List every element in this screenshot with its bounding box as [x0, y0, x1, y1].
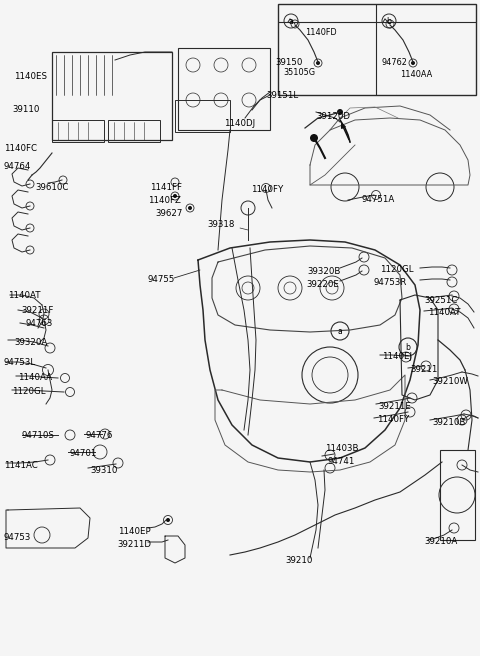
- Circle shape: [173, 194, 177, 198]
- Circle shape: [188, 206, 192, 210]
- Text: a: a: [337, 327, 342, 335]
- Text: 39211D: 39211D: [117, 540, 151, 549]
- Text: 39627: 39627: [155, 209, 182, 218]
- Text: 1140AT: 1140AT: [8, 291, 40, 300]
- Bar: [175, 100, 230, 132]
- Text: 35105G: 35105G: [283, 68, 315, 77]
- Text: 94753: 94753: [4, 533, 31, 542]
- Text: 39210: 39210: [285, 556, 312, 565]
- Text: 94751A: 94751A: [362, 195, 395, 204]
- Text: 1140EP: 1140EP: [118, 527, 151, 536]
- Text: 39211F: 39211F: [21, 306, 53, 315]
- Text: 39150: 39150: [275, 58, 302, 67]
- Text: 39310: 39310: [90, 466, 118, 475]
- Text: 39211: 39211: [410, 365, 437, 374]
- Text: 1140DJ: 1140DJ: [224, 119, 255, 128]
- Text: 39220E: 39220E: [306, 280, 339, 289]
- Circle shape: [166, 518, 170, 522]
- Text: 1140FY: 1140FY: [377, 415, 409, 424]
- Text: b: b: [406, 342, 410, 352]
- Circle shape: [337, 109, 343, 115]
- Text: 94701: 94701: [70, 449, 97, 458]
- Text: 94755: 94755: [148, 275, 175, 284]
- Text: 1140FC: 1140FC: [4, 144, 37, 153]
- Text: 1141FF: 1141FF: [150, 183, 182, 192]
- Text: 39210W: 39210W: [432, 377, 468, 386]
- Text: b: b: [386, 16, 391, 26]
- Text: 39210A: 39210A: [424, 537, 457, 546]
- Text: 94764: 94764: [4, 162, 31, 171]
- Text: 1140AA: 1140AA: [18, 373, 52, 382]
- Text: 94762: 94762: [382, 58, 408, 67]
- Text: 1140FZ: 1140FZ: [148, 196, 181, 205]
- Circle shape: [316, 61, 320, 65]
- Text: 39120D: 39120D: [316, 112, 350, 121]
- Text: 1140ES: 1140ES: [14, 72, 47, 81]
- Text: 1141AC: 1141AC: [4, 461, 38, 470]
- Circle shape: [310, 134, 318, 142]
- Text: a: a: [288, 16, 293, 26]
- Text: 39251C: 39251C: [424, 296, 457, 305]
- Text: 39320B: 39320B: [307, 267, 340, 276]
- Bar: [278, 4, 476, 95]
- Bar: [52, 120, 104, 142]
- Bar: [178, 48, 270, 130]
- Text: 39151L: 39151L: [266, 91, 298, 100]
- Bar: [108, 120, 160, 142]
- Text: 1140FY: 1140FY: [251, 185, 283, 194]
- Text: 1140AT: 1140AT: [428, 308, 460, 317]
- Text: 39318: 39318: [207, 220, 234, 229]
- Text: 1140EJ: 1140EJ: [382, 352, 412, 361]
- Text: 94741: 94741: [328, 457, 355, 466]
- Text: 94753L: 94753L: [4, 358, 36, 367]
- Text: 1140AA: 1140AA: [400, 70, 432, 79]
- Text: 94710S: 94710S: [22, 431, 55, 440]
- Text: 39110: 39110: [12, 105, 39, 114]
- Bar: [52, 52, 172, 140]
- Text: 39211E: 39211E: [378, 402, 411, 411]
- Text: 11403B: 11403B: [325, 444, 359, 453]
- Text: 39210B: 39210B: [432, 418, 466, 427]
- Text: 39610C: 39610C: [35, 183, 68, 192]
- Text: 1140FD: 1140FD: [305, 28, 336, 37]
- Text: 1120GL: 1120GL: [380, 265, 413, 274]
- Text: 94753R: 94753R: [374, 278, 408, 287]
- Text: 94763: 94763: [25, 319, 52, 328]
- Bar: [440, 450, 475, 540]
- Text: 1120GL: 1120GL: [12, 387, 46, 396]
- Text: 39320A: 39320A: [14, 338, 47, 347]
- Text: 94776: 94776: [85, 431, 112, 440]
- Circle shape: [411, 61, 415, 65]
